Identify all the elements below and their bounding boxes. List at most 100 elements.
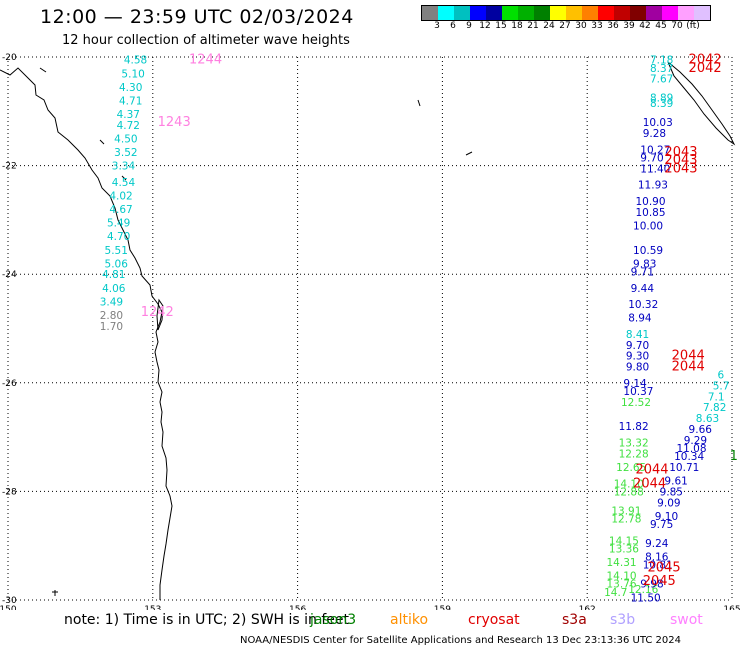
wave-height-value: 8.41	[626, 329, 649, 341]
colorbar-label: 70	[671, 21, 683, 31]
pass-id-label: 2042	[689, 53, 722, 68]
reef-islet-3	[121, 175, 127, 181]
colorbar-label: 6	[450, 21, 456, 31]
wave-height-value: 11.93	[638, 180, 668, 192]
map-grid	[7, 56, 733, 601]
reef-islet-1	[39, 67, 47, 73]
pass-id-label: 2045	[648, 560, 681, 575]
reef-islet-4	[417, 99, 421, 107]
lat-tick-label: -24	[2, 270, 17, 280]
colorbar-swatch	[550, 6, 566, 20]
colorbar-swatch	[694, 6, 710, 20]
wave-height-value: 9.70	[626, 340, 649, 352]
wave-height-value: 1.70	[100, 321, 123, 333]
wave-height-value: 7.1	[708, 391, 725, 403]
wave-height-value: 3.52	[114, 147, 137, 159]
wave-height-value: 12.78	[611, 514, 641, 526]
axis-labels: 150 153 156 159 162 165 -20 -22 -24 -26 -28 -30	[0, 53, 740, 610]
colorbar-swatch	[646, 6, 662, 20]
wave-height-value: 5.49	[107, 218, 130, 230]
wave-height-value: 4.71	[119, 95, 142, 107]
wave-height-value: 9.66	[689, 424, 713, 436]
wave-height-value: 11.08	[676, 443, 706, 455]
wave-height-value: 12.65	[616, 462, 646, 474]
wave-height-value: 11.50	[631, 592, 661, 604]
lat-tick-label: -20	[2, 53, 17, 63]
wave-height-value: 8.63	[696, 413, 719, 425]
pass-id-label: 2045	[643, 574, 676, 589]
wave-height-value: 10.90	[635, 196, 665, 208]
colorbar-swatch	[582, 6, 598, 20]
colorbar-legend	[421, 5, 711, 21]
wave-height-value: 9.30	[626, 351, 649, 363]
wave-height-value: 3.34	[112, 161, 136, 173]
wave-height-value: 9.70	[640, 152, 663, 164]
colorbar-label: 39	[623, 21, 635, 31]
lat-tick-label: -28	[2, 487, 17, 497]
colorbar-swatch	[534, 6, 550, 20]
wave-height-value: 7.67	[650, 74, 673, 86]
colorbar-label: 21	[527, 21, 539, 31]
lat-tick-label: -30	[2, 596, 17, 606]
wave-height-value: 9.98	[640, 579, 663, 591]
wave-height-labels: 1244 4.585.10 4.304.71 4.374.724.50 3.52 3.34…	[100, 53, 738, 605]
wave-height-value: 4.70	[107, 231, 130, 243]
satellite-legend-cryosat: cryosat	[468, 612, 520, 628]
wave-height-value: 4.58	[124, 55, 147, 67]
pass-id-label: 2044	[635, 463, 668, 478]
page-title: 12:00 — 23:59 UTC 02/03/2024	[40, 6, 354, 28]
wave-height-value: 9.75	[650, 519, 673, 531]
wave-height-value: 6	[718, 370, 725, 382]
wave-height-value: 14.10	[614, 478, 644, 490]
wave-height-value: 13.91	[611, 505, 641, 517]
colorbar-label: 30	[575, 21, 587, 31]
wave-height-value: 9.10	[655, 511, 678, 523]
wave-height-value: 10.00	[633, 220, 663, 232]
wave-height-value: 5.10	[121, 68, 144, 80]
colorbar-label: 27	[559, 21, 571, 31]
pass-id-label: 1244	[189, 53, 222, 68]
lon-tick-label: 159	[434, 605, 451, 610]
pass-id-label: 1243	[158, 115, 191, 130]
wave-height-value: 5.06	[105, 258, 129, 270]
pass-id-label: 2044	[672, 360, 705, 375]
colorbar-label: 33	[591, 21, 603, 31]
colorbar-swatch	[502, 6, 518, 20]
colorbar-swatch	[454, 6, 470, 20]
colorbar-label: 24	[543, 21, 555, 31]
new-caledonia-coastline	[667, 61, 736, 146]
colorbar-label: 45	[655, 21, 667, 31]
satellite-legend-swot: swot	[670, 612, 703, 628]
wave-height-value: 7.82	[703, 402, 726, 414]
wave-height-value: 10.59	[633, 245, 663, 257]
wave-height-value: 10.34	[674, 451, 704, 463]
colorbar-swatch	[566, 6, 582, 20]
wave-height-value: 8.16	[645, 552, 669, 564]
colorbar-swatch	[678, 6, 694, 20]
colorbar-swatch	[614, 6, 630, 20]
colorbar-swatch	[422, 6, 438, 20]
satellite-legend-jason3: jason3	[310, 612, 357, 628]
colorbar-label: 36	[607, 21, 619, 31]
satellite-legend-s3b: s3b	[610, 612, 636, 628]
wave-height-value: 12.52	[621, 397, 651, 409]
wave-height-value: 9.71	[631, 266, 654, 278]
wave-height-value: 4.37	[117, 109, 140, 121]
colorbar-label: 12	[479, 21, 491, 31]
wave-height-value: 5.7	[713, 381, 730, 393]
wave-height-value: 4.30	[119, 82, 142, 94]
wave-height-value: 10.71	[669, 462, 699, 474]
wave-height-value: 13.32	[619, 438, 649, 450]
pass-id-label: 2043	[664, 145, 697, 160]
lon-tick-label: 162	[579, 605, 596, 610]
colorbar-swatch	[662, 6, 678, 20]
wave-height-value: 9.85	[660, 486, 683, 498]
wave-height-value: 13.36	[609, 543, 639, 555]
colorbar-label: 18	[511, 21, 523, 31]
wave-height-value: 14.7	[604, 587, 627, 599]
note-text: note: 1) Time is in UTC; 2) SWH is in fe…	[64, 612, 350, 628]
wave-height-value: 4.67	[109, 204, 132, 216]
lat-tick-label: -22	[2, 162, 17, 172]
wave-height-value: 10.37	[623, 386, 653, 398]
colorbar-swatch	[486, 6, 502, 20]
